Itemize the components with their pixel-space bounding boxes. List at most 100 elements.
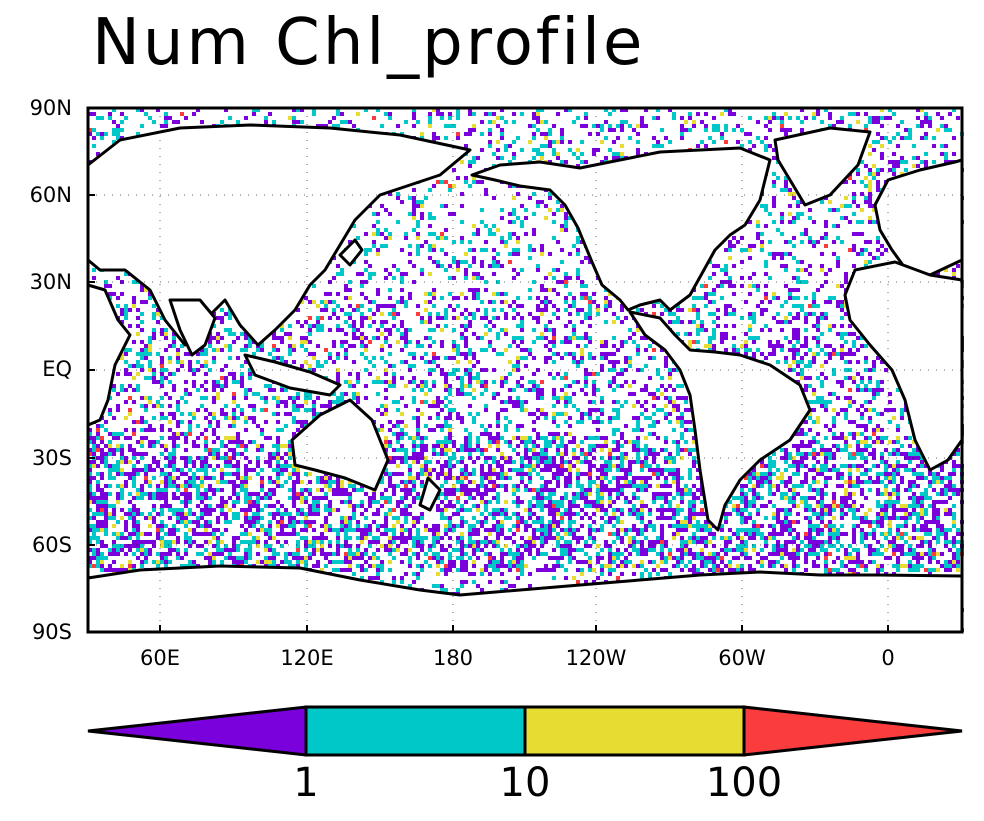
- data-cell: [680, 116, 684, 120]
- data-cell: [908, 136, 912, 140]
- data-cell: [688, 112, 692, 116]
- data-cell: [204, 428, 208, 432]
- data-cell: [876, 256, 880, 260]
- data-cell: [600, 408, 604, 412]
- data-cell: [944, 160, 948, 164]
- data-cell: [780, 220, 784, 224]
- data-cell: [636, 140, 640, 144]
- data-cell: [552, 148, 556, 152]
- data-cell: [160, 412, 164, 416]
- data-cell: [292, 344, 296, 348]
- data-cell: [536, 152, 540, 156]
- data-cell: [824, 224, 828, 228]
- data-cell: [804, 268, 808, 272]
- data-cell: [648, 424, 652, 428]
- data-cell: [296, 428, 300, 432]
- data-cell: [740, 144, 744, 148]
- data-cell: [444, 356, 448, 360]
- data-cell: [532, 328, 536, 332]
- data-cell: [848, 420, 852, 424]
- data-cell: [444, 180, 448, 184]
- data-cell: [348, 384, 352, 388]
- data-cell: [396, 124, 400, 128]
- data-cell: [116, 404, 120, 408]
- data-cell: [848, 204, 852, 208]
- data-cell: [252, 392, 256, 396]
- data-cell: [180, 360, 184, 364]
- data-cell: [788, 292, 792, 296]
- data-cell: [444, 136, 448, 140]
- data-cell: [356, 392, 360, 396]
- data-cell: [416, 428, 420, 432]
- data-cell: [680, 424, 684, 428]
- data-cell: [348, 280, 352, 284]
- data-cell: [528, 380, 532, 384]
- data-cell: [808, 412, 812, 416]
- data-cell: [372, 212, 376, 216]
- data-cell: [180, 344, 184, 348]
- data-cell: [580, 260, 584, 264]
- data-cell: [332, 400, 336, 404]
- data-cell: [448, 372, 452, 376]
- data-cell: [588, 316, 592, 320]
- data-cell: [612, 400, 616, 404]
- data-cell: [884, 116, 888, 120]
- data-cell: [584, 392, 588, 396]
- data-cell: [448, 112, 452, 116]
- data-cell: [308, 328, 312, 332]
- data-cell: [264, 396, 268, 400]
- data-cell: [704, 328, 708, 332]
- data-cell: [892, 172, 896, 176]
- data-cell: [304, 348, 308, 352]
- data-cell: [452, 276, 456, 280]
- data-cell: [336, 368, 340, 372]
- data-cell: [200, 120, 204, 124]
- data-cell: [144, 428, 148, 432]
- data-cell: [424, 392, 428, 396]
- data-cell: [224, 416, 228, 420]
- data-cell: [856, 112, 860, 116]
- data-cell: [812, 324, 816, 328]
- data-cell: [384, 368, 388, 372]
- data-cell: [440, 264, 444, 268]
- data-cell: [172, 372, 176, 376]
- data-cell: [560, 248, 564, 252]
- data-cell: [388, 332, 392, 336]
- data-cell: [140, 368, 144, 372]
- data-cell: [440, 296, 444, 300]
- data-cell: [700, 328, 704, 332]
- data-cell: [520, 316, 524, 320]
- data-cell: [896, 388, 900, 392]
- data-cell: [680, 420, 684, 424]
- data-cell: [680, 124, 684, 128]
- data-cell: [844, 196, 848, 200]
- data-cell: [556, 292, 560, 296]
- data-cell: [812, 420, 816, 424]
- data-cell: [172, 340, 176, 344]
- data-cell: [216, 336, 220, 340]
- data-cell: [776, 176, 780, 180]
- data-cell: [136, 352, 140, 356]
- data-cell: [696, 328, 700, 332]
- data-cell: [564, 324, 568, 328]
- data-cell: [516, 296, 520, 300]
- data-cell: [792, 196, 796, 200]
- data-cell: [872, 364, 876, 368]
- data-cell: [796, 212, 800, 216]
- data-cell: [664, 404, 668, 408]
- data-cell: [120, 292, 124, 296]
- data-cell: [548, 288, 552, 292]
- data-cell: [464, 144, 468, 148]
- data-cell: [864, 196, 868, 200]
- data-cell: [620, 384, 624, 388]
- data-cell: [236, 432, 240, 436]
- data-cell: [116, 276, 120, 280]
- data-cell: [456, 116, 460, 120]
- data-cell: [812, 240, 816, 244]
- data-cell: [620, 404, 624, 408]
- data-cell: [460, 220, 464, 224]
- data-cell: [236, 404, 240, 408]
- data-cell: [792, 244, 796, 248]
- data-cell: [348, 120, 352, 124]
- data-cell: [412, 396, 416, 400]
